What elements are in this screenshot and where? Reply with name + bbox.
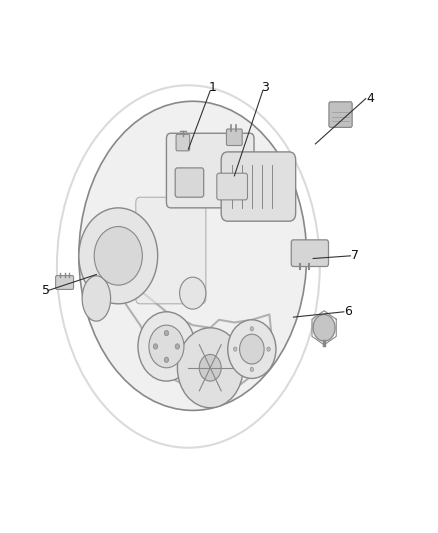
Circle shape xyxy=(199,354,221,381)
Ellipse shape xyxy=(82,276,110,321)
Circle shape xyxy=(153,344,158,349)
FancyBboxPatch shape xyxy=(329,102,352,127)
Circle shape xyxy=(228,320,276,378)
Ellipse shape xyxy=(79,101,307,410)
Circle shape xyxy=(180,277,206,309)
Text: 1: 1 xyxy=(208,82,216,94)
Text: 4: 4 xyxy=(366,92,374,105)
Text: 5: 5 xyxy=(42,284,50,297)
Circle shape xyxy=(175,344,180,349)
FancyBboxPatch shape xyxy=(226,129,242,146)
Text: 6: 6 xyxy=(344,305,352,318)
Circle shape xyxy=(94,227,142,285)
Circle shape xyxy=(164,330,169,336)
Circle shape xyxy=(250,327,254,331)
Circle shape xyxy=(240,334,264,364)
Circle shape xyxy=(149,325,184,368)
FancyBboxPatch shape xyxy=(217,173,247,200)
Circle shape xyxy=(233,347,237,351)
FancyBboxPatch shape xyxy=(291,240,328,266)
Text: 3: 3 xyxy=(261,82,269,94)
Circle shape xyxy=(313,314,335,341)
Circle shape xyxy=(250,367,254,372)
FancyBboxPatch shape xyxy=(175,168,204,197)
Circle shape xyxy=(138,312,195,381)
FancyBboxPatch shape xyxy=(136,197,206,304)
Circle shape xyxy=(177,328,243,408)
FancyBboxPatch shape xyxy=(176,134,190,151)
Circle shape xyxy=(164,357,169,362)
Circle shape xyxy=(79,208,158,304)
FancyBboxPatch shape xyxy=(56,276,74,289)
Circle shape xyxy=(267,347,270,351)
Text: 7: 7 xyxy=(351,249,359,262)
FancyBboxPatch shape xyxy=(221,152,296,221)
FancyBboxPatch shape xyxy=(166,133,254,208)
